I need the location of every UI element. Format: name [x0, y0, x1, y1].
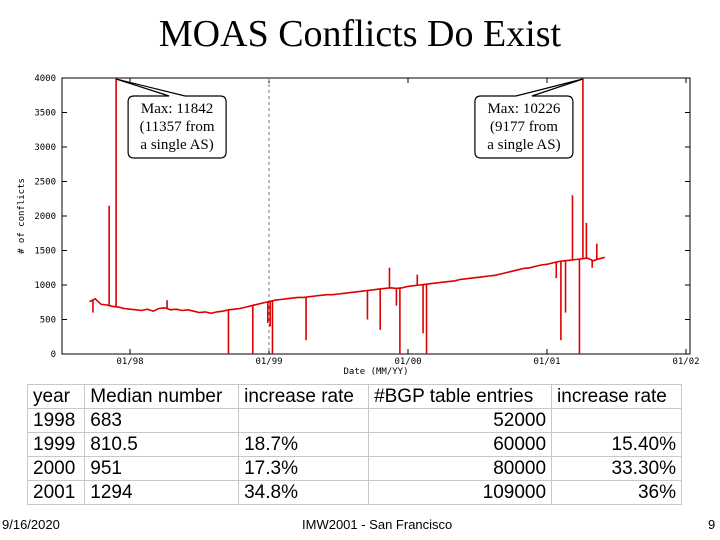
cell-increase-rate: 34.8%	[238, 480, 370, 505]
y-tick-label: 0	[51, 350, 56, 360]
footer-date: 9/16/2020	[2, 517, 60, 532]
annotation-text: (11357 from	[140, 119, 215, 135]
annotation-callout	[474, 78, 584, 159]
cell-median: 1294	[84, 480, 240, 505]
cell-bgp-entries: 60000	[368, 432, 553, 457]
annotation-callout	[115, 78, 227, 159]
x-tick-label: 01/99	[255, 357, 282, 367]
annotation-text: (9177 from	[490, 119, 558, 135]
annotation-text: Max: 10226	[487, 101, 560, 117]
footer-event: IMW2001 - San Francisco	[302, 517, 453, 532]
y-tick-label: 2500	[34, 178, 56, 188]
header-median: Median number	[84, 384, 240, 409]
cell-increase-rate: 18.7%	[238, 432, 370, 457]
cell-bgp-entries: 109000	[368, 480, 553, 505]
cell-year: 1998	[26, 408, 86, 433]
annotation-text: a single AS)	[487, 137, 560, 153]
series-line	[89, 256, 606, 315]
cell-median: 951	[84, 456, 240, 481]
slide-title: MOAS Conflicts Do Exist	[158, 13, 562, 55]
cell-bgp-increase-rate: 36%	[551, 480, 682, 505]
y-tick-label: 4000	[34, 74, 56, 84]
y-tick-label: 500	[40, 316, 56, 326]
y-tick-label: 1000	[34, 281, 56, 291]
cell-bgp-entries: 80000	[368, 456, 553, 481]
cell-median: 810.5	[84, 432, 240, 457]
cell-increase-rate: 17.3%	[238, 456, 370, 481]
cell-bgp-entries: 52000	[368, 408, 553, 433]
x-tick-label: 01/98	[116, 357, 143, 367]
annotation-text: Max: 11842	[141, 101, 213, 117]
cell-increase-rate	[238, 408, 370, 433]
y-tick-label: 3000	[34, 143, 56, 153]
x-tick-label: 01/02	[672, 357, 699, 367]
moas-chart: 0 500 1000 1500 2000 2500 3000 3500 4000 01/98 01/…	[17, 74, 700, 377]
header-bgp-entries: #BGP table entries	[368, 384, 553, 409]
table-row: 1999 810.5 18.7% 60000 15.40%	[26, 432, 682, 457]
cell-bgp-increase-rate: 33.30%	[551, 456, 682, 481]
table-row: 2001 1294 34.8% 109000 36%	[26, 480, 682, 505]
footer-page-number: 9	[708, 517, 716, 532]
cell-year: 2000	[26, 456, 86, 481]
header-increase-rate: increase rate	[238, 384, 370, 409]
stats-table: year Median number increase rate #BGP ta…	[26, 384, 682, 505]
cell-bgp-increase-rate	[551, 408, 682, 433]
y-tick-label: 3500	[34, 109, 56, 119]
cell-year: 2001	[26, 480, 86, 505]
x-tick-label: 01/01	[533, 357, 560, 367]
x-axis-label: Date (MM/YY)	[343, 367, 408, 377]
cell-year: 1999	[26, 432, 86, 457]
annotation-text: a single AS)	[140, 137, 213, 153]
cell-median: 683	[84, 408, 240, 433]
header-bgp-increase-rate: increase rate	[551, 384, 682, 409]
y-axis-label: # of conflicts	[17, 178, 27, 254]
table-row: 1998 683 52000	[26, 408, 682, 433]
table-header-row: year Median number increase rate #BGP ta…	[26, 384, 682, 409]
y-tick-label: 2000	[34, 212, 56, 222]
y-tick-label: 1500	[34, 247, 56, 257]
x-tick-label: 01/00	[394, 357, 421, 367]
table-row: 2000 951 17.3% 80000 33.30%	[26, 456, 682, 481]
cell-bgp-increase-rate: 15.40%	[551, 432, 682, 457]
header-year: year	[26, 384, 86, 409]
